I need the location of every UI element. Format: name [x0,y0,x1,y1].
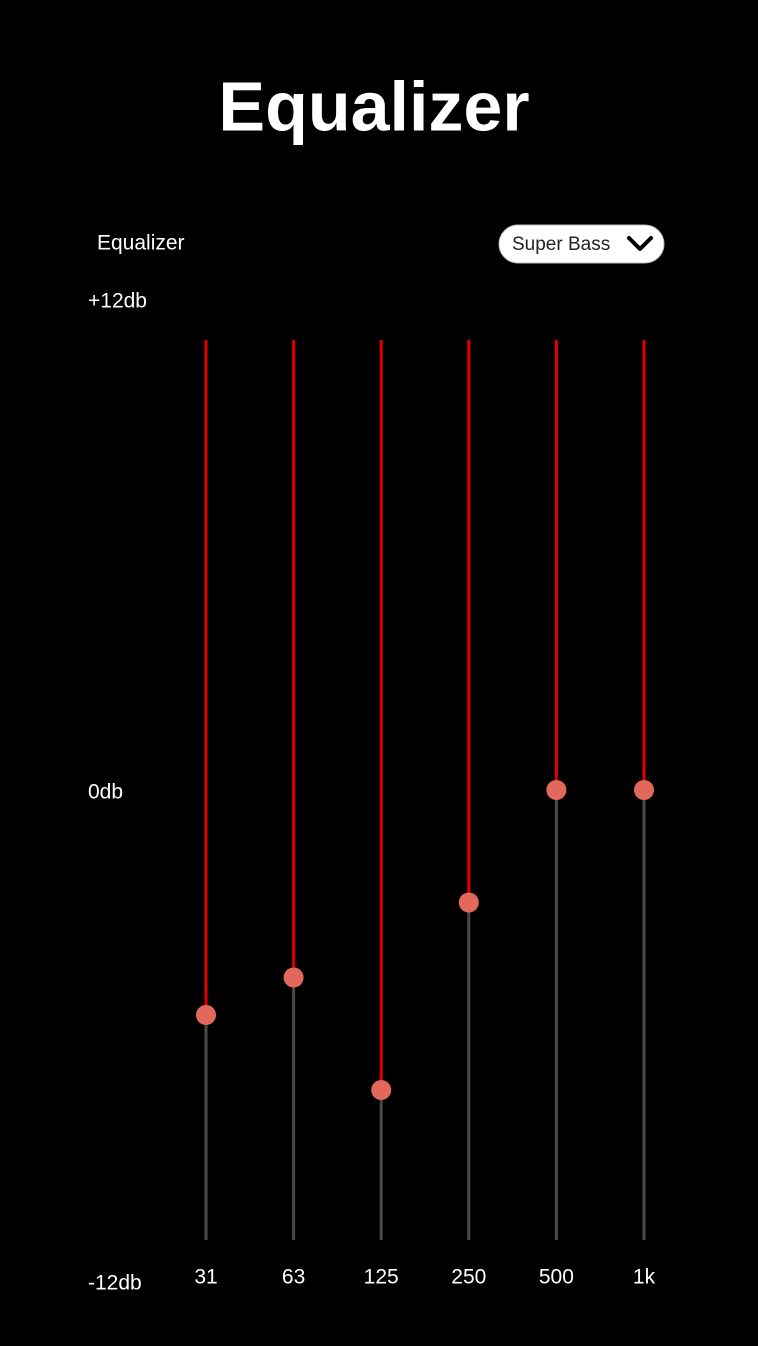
slider-thumb[interactable] [196,1005,216,1025]
scale-label: -12db [88,1272,142,1295]
dropdown-chevron[interactable] [627,236,653,251]
band-label: 1k [633,1266,656,1289]
slider-thumb[interactable] [458,892,479,913]
scale-label: 0db [88,781,123,804]
slider-thumb[interactable] [634,780,654,800]
panel-label: Equalizer [97,232,185,255]
band-label: 63 [282,1266,305,1289]
slider-thumb[interactable] [283,967,304,988]
preset-dropdown[interactable]: Super Bass [498,224,665,264]
dropdown-value[interactable]: Super Bass [512,234,610,255]
dropdown-box[interactable] [498,224,665,264]
page-title: Equalizer [218,67,529,145]
band-label: 31 [194,1266,217,1289]
band-label: 500 [539,1266,574,1289]
band-label: 125 [364,1266,399,1289]
slider-thumb[interactable] [371,1080,392,1100]
scale-label: +12db [88,290,147,313]
band-label: 250 [451,1266,486,1289]
slider-thumb[interactable] [546,780,567,800]
